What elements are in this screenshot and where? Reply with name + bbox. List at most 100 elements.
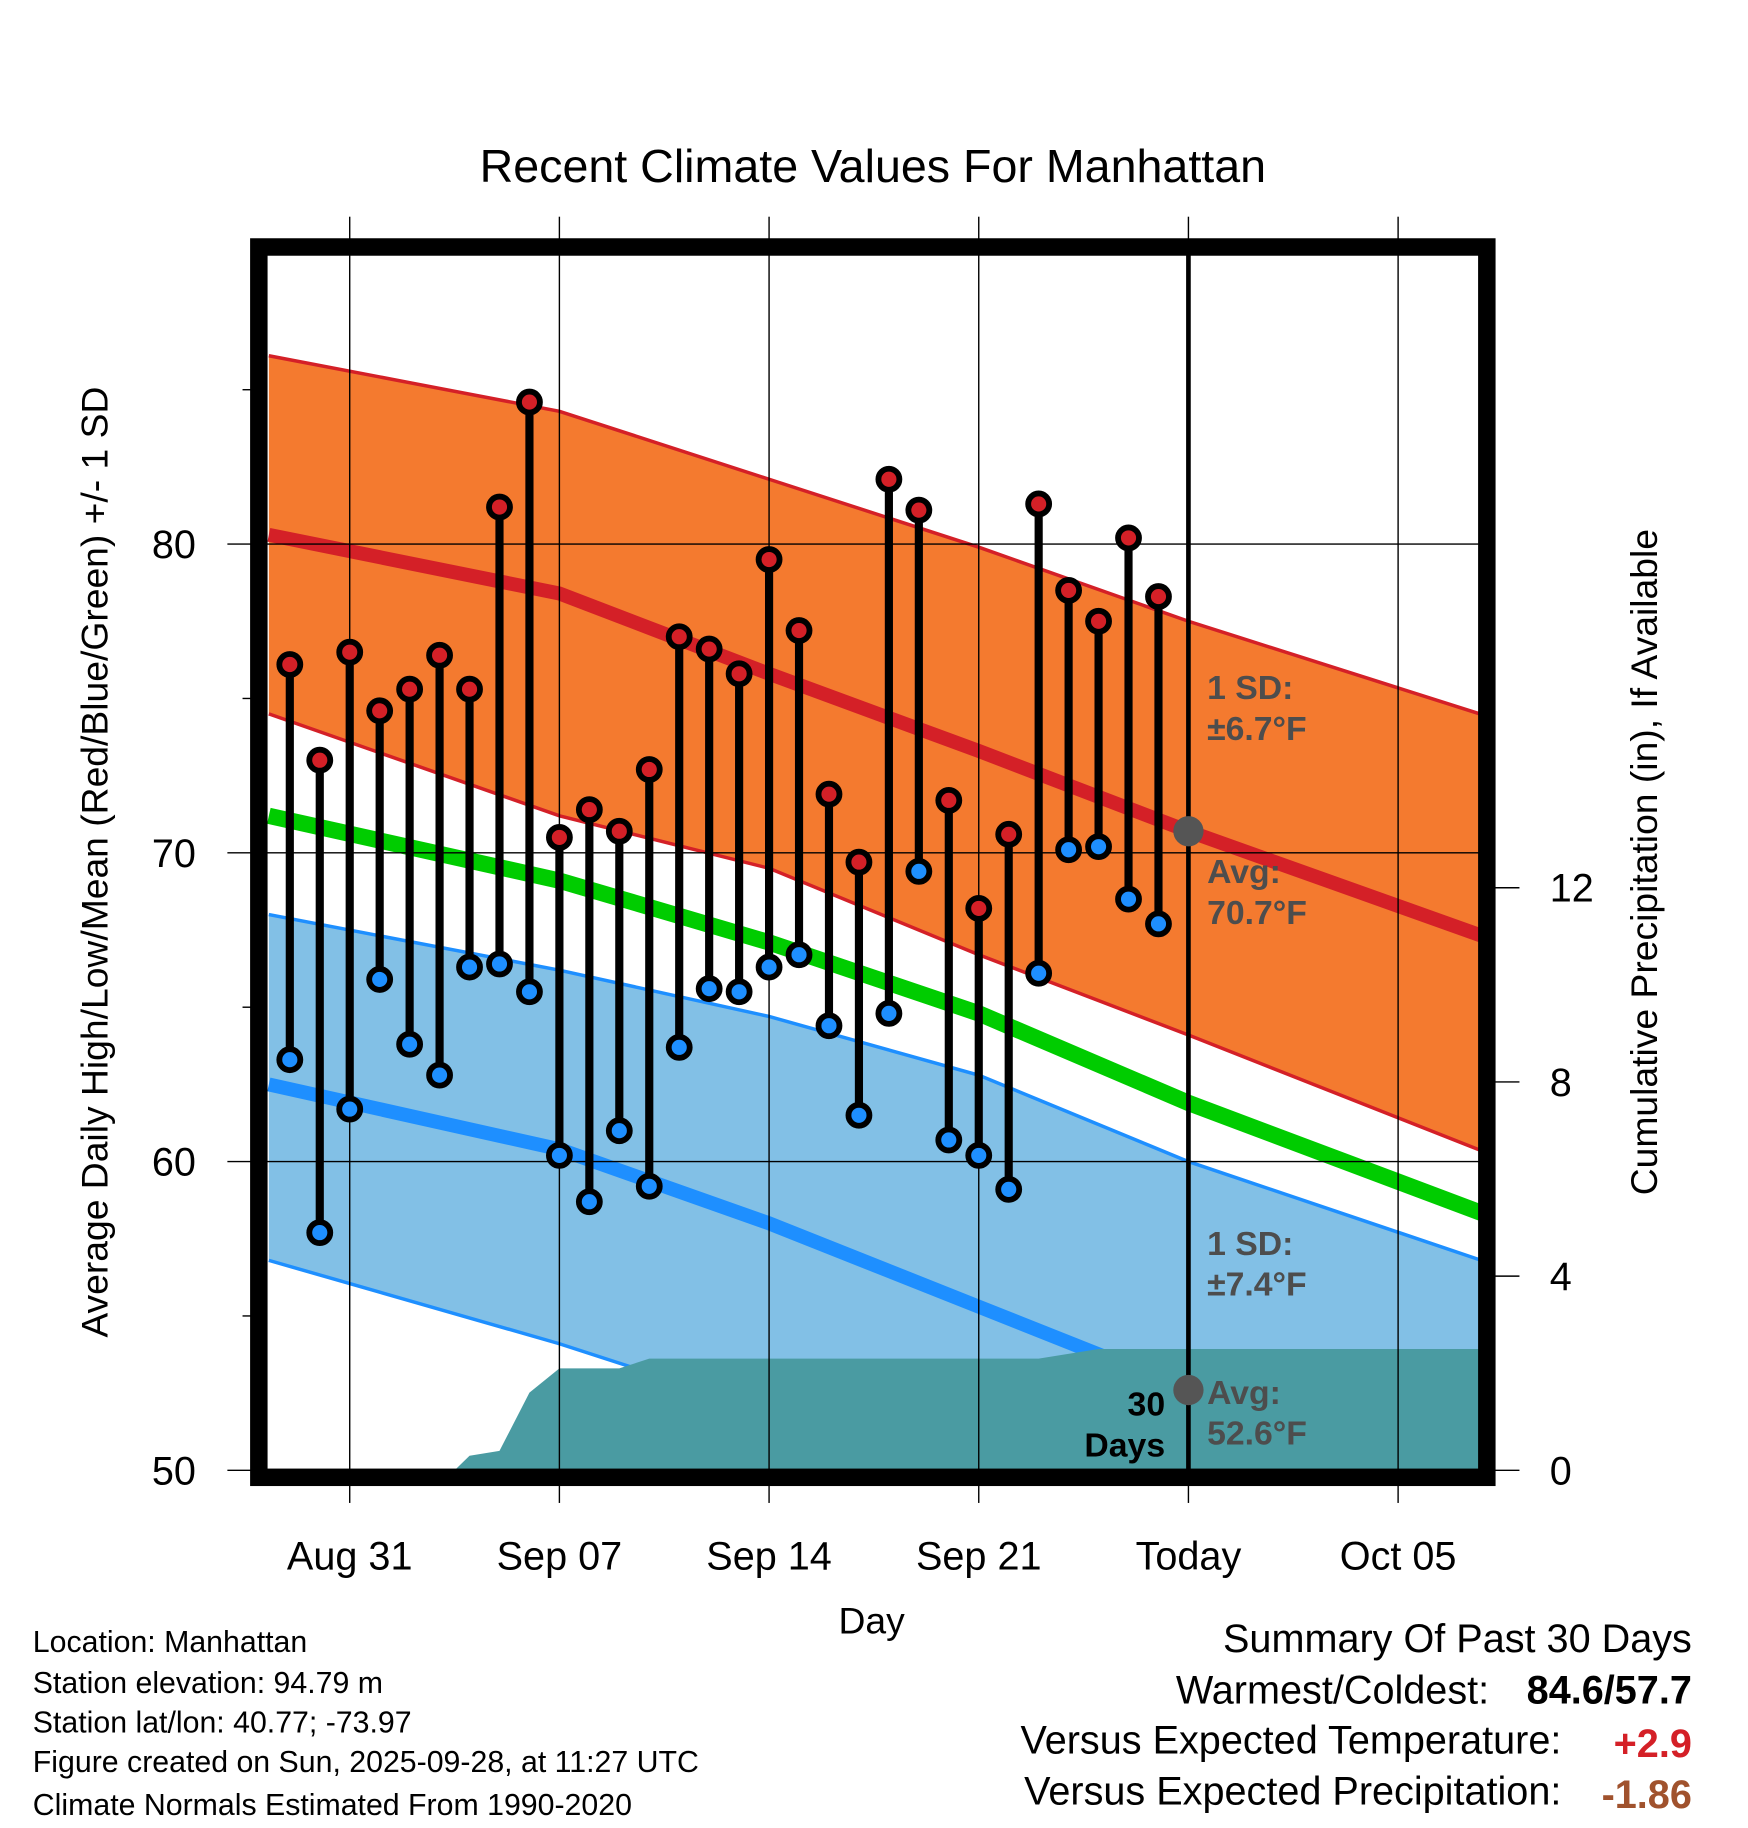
- y-tick-label: 70: [152, 832, 196, 876]
- thirty-days-annotation: Days: [1084, 1426, 1165, 1464]
- summary-temp-value: +2.9: [1614, 1722, 1692, 1766]
- x-tick-label: Sep 21: [916, 1534, 1042, 1578]
- footer-elevation: Station elevation: 94.79 m: [33, 1667, 383, 1700]
- daily-low-point: [665, 1033, 693, 1061]
- daily-low-point: [875, 999, 903, 1027]
- high-sd-band-upper-edge: [268, 354, 1479, 716]
- daily-low-point: [336, 1095, 364, 1123]
- daily-low-point: [486, 950, 513, 978]
- y-tick-label: 50: [152, 1449, 196, 1493]
- daily-high-point: [1055, 577, 1083, 604]
- daily-low-point: [695, 975, 723, 1003]
- y2-tick-label: 4: [1550, 1255, 1572, 1299]
- x-tick-label: Today: [1136, 1534, 1242, 1578]
- low-sd-band: [268, 914, 1479, 1470]
- plot-area: [266, 255, 1479, 1470]
- daily-high-point: [1085, 607, 1112, 635]
- daily-low-point: [366, 966, 394, 993]
- daily-high-point: [845, 848, 873, 876]
- y2-tick-label: 12: [1550, 867, 1594, 911]
- summary-warmest-label: Warmest/Coldest:: [1176, 1668, 1489, 1712]
- station-info: Location: Manhattan Station elevation: 9…: [33, 1626, 699, 1822]
- summary-precip-label: Versus Expected Precipitation:: [1024, 1770, 1561, 1814]
- low-sd-annotation: ±7.4°F: [1207, 1266, 1307, 1304]
- daily-low-point: [815, 1012, 843, 1040]
- daily-high-point: [785, 617, 813, 644]
- y2-tick-label: 0: [1550, 1449, 1572, 1493]
- daily-high-point: [875, 465, 903, 493]
- daily-high-point: [516, 388, 543, 416]
- daily-high-point: [456, 675, 483, 703]
- daily-high-point: [396, 675, 424, 703]
- daily-low-point: [995, 1175, 1023, 1203]
- today-avg-low-marker: [1173, 1374, 1204, 1406]
- daily-low-point: [605, 1117, 633, 1145]
- daily-high-point: [1145, 583, 1172, 610]
- daily-high-point: [545, 823, 573, 851]
- daily-low-point: [935, 1126, 963, 1154]
- high-sd-band-lower-edge: [268, 712, 1479, 1152]
- daily-low-point: [545, 1142, 573, 1169]
- low-avg-annotation: Avg:: [1207, 1374, 1281, 1412]
- x-tick-label: Sep 07: [497, 1534, 623, 1578]
- high-sd-annotation: ±6.7°F: [1207, 710, 1307, 748]
- daily-low-point: [785, 941, 813, 969]
- daily-high-point: [366, 697, 394, 725]
- daily-high-point: [725, 660, 753, 688]
- high-avg-annotation: 70.7°F: [1207, 894, 1307, 932]
- daily-high-point: [755, 546, 783, 573]
- summary-precip-value: -1.86: [1602, 1773, 1692, 1817]
- high-sd-annotation: 1 SD:: [1207, 669, 1293, 707]
- daily-low-point: [1145, 910, 1172, 938]
- high-sd-band: [268, 355, 1479, 1150]
- daily-low-point: [905, 857, 933, 885]
- today-avg-high-marker: [1173, 816, 1204, 847]
- y-tick-label: 80: [152, 523, 196, 567]
- daily-low-point: [965, 1142, 993, 1169]
- daily-high-point: [486, 493, 513, 521]
- daily-low-point: [575, 1188, 603, 1216]
- daily-low-point: [635, 1172, 663, 1200]
- y-axis-label: Average Daily High/Low/Mean (Red/Blue/Gr…: [73, 387, 115, 1338]
- plot-frame: [250, 238, 1496, 1487]
- high-avg-annotation: Avg:: [1207, 853, 1281, 891]
- footer-location: Location: Manhattan: [33, 1626, 307, 1659]
- daily-high-point: [965, 895, 993, 922]
- daily-low-point: [1115, 885, 1142, 913]
- daily-high-point: [1025, 490, 1053, 518]
- daily-low-point: [1055, 836, 1083, 864]
- summary-title: Summary Of Past 30 Days: [1223, 1617, 1692, 1661]
- daily-low-point: [396, 1030, 424, 1058]
- daily-high-point: [306, 746, 334, 774]
- daily-high-point: [695, 635, 723, 663]
- footer-created: Figure created on Sun, 2025-09-28, at 11…: [33, 1746, 699, 1779]
- low-sd-annotation: 1 SD:: [1207, 1225, 1293, 1263]
- daily-high-point: [1115, 524, 1142, 552]
- daily-high-point: [635, 756, 663, 783]
- y2-axis-label: Cumulative Precipitation (in), If Availa…: [1623, 529, 1665, 1195]
- daily-low-point: [1025, 959, 1053, 987]
- chart-title: Recent Climate Values For Manhattan: [480, 140, 1266, 192]
- y2-tick-label: 8: [1550, 1061, 1572, 1105]
- daily-low-point: [456, 953, 483, 981]
- footer-latlon: Station lat/lon: 40.77; -73.97: [33, 1706, 412, 1739]
- daily-low-point: [426, 1061, 453, 1089]
- daily-high-point: [605, 817, 633, 845]
- daily-low-point: [516, 978, 543, 1006]
- x-tick-label: Sep 14: [706, 1534, 832, 1578]
- footer-normals: Climate Normals Estimated From 1990-2020: [33, 1789, 632, 1822]
- summary-warmest-value: 84.6/57.7: [1527, 1668, 1692, 1712]
- summary-temp-label: Versus Expected Temperature:: [1020, 1718, 1561, 1762]
- daily-high-point: [665, 623, 693, 651]
- low-avg-annotation: 52.6°F: [1207, 1415, 1307, 1453]
- daily-low-point: [845, 1101, 873, 1129]
- daily-high-point: [575, 796, 603, 824]
- daily-low-point: [725, 978, 753, 1006]
- daily-high-point: [426, 641, 453, 669]
- daily-high-point: [935, 786, 963, 814]
- x-tick-label: Oct 05: [1340, 1534, 1457, 1578]
- daily-high-point: [905, 496, 933, 524]
- x-tick-label: Aug 31: [287, 1534, 413, 1578]
